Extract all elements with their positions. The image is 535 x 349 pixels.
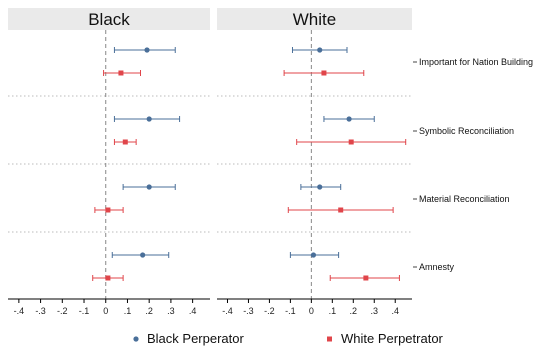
- row-labels: Important for Nation Building Symbolic Re…: [413, 57, 533, 272]
- point-estimate: [348, 139, 354, 145]
- row-label: Important for Nation Building: [419, 57, 533, 67]
- point-estimate: [118, 70, 124, 76]
- panel-header: [8, 8, 210, 30]
- legend-marker: [327, 336, 332, 342]
- legend-label: Black Perperator: [147, 331, 244, 346]
- x-tick-label: -.3: [243, 306, 254, 316]
- row-label: Amnesty: [419, 262, 455, 272]
- point-estimate: [105, 207, 111, 213]
- x-tick-label: -.4: [222, 306, 233, 316]
- row-label: Symbolic Reconciliation: [419, 126, 514, 136]
- x-tick-label: .4: [189, 306, 197, 316]
- x-tick-label: -.1: [285, 306, 296, 316]
- point-estimate: [317, 184, 323, 190]
- panel-black: Black -.4 -.3 -.2 -.1 0 .1 .2 .3 .4: [8, 8, 210, 316]
- legend: Black Perperator White Perpetrator: [133, 331, 444, 346]
- panel-title: White: [293, 10, 336, 29]
- x-tick-label: .1: [124, 306, 132, 316]
- x-tick-label: -.2: [57, 306, 68, 316]
- row-label: Material Reconciliation: [419, 194, 510, 204]
- legend-marker: [133, 336, 139, 342]
- x-tick-label: 0: [103, 306, 108, 316]
- x-tick-label: .3: [371, 306, 379, 316]
- point-estimate: [338, 207, 344, 213]
- x-tick-label: -.2: [264, 306, 275, 316]
- point-estimate: [363, 275, 369, 281]
- point-estimate: [144, 47, 150, 53]
- point-estimate: [310, 252, 317, 258]
- point-estimate: [105, 275, 111, 281]
- x-tick-label: .2: [350, 306, 358, 316]
- legend-label: White Perpetrator: [341, 331, 444, 346]
- x-tick-label: 0: [309, 306, 314, 316]
- x-tick-label: .1: [329, 306, 337, 316]
- panel-white: White -.4 -.3 -.2 -.1 0 .1 .2 .3 .4: [217, 8, 412, 316]
- point-estimate: [346, 116, 352, 122]
- point-estimate: [321, 70, 327, 76]
- x-tick-label: .3: [167, 306, 175, 316]
- x-tick-label: -.3: [35, 306, 46, 316]
- panel-title: Black: [88, 10, 130, 29]
- x-tick-label: -.1: [79, 306, 90, 316]
- point-estimate: [146, 116, 152, 122]
- x-tick-label: .2: [145, 306, 153, 316]
- x-tick-label: .4: [391, 306, 399, 316]
- panels-layer: Black -.4 -.3 -.2 -.1 0 .1 .2 .3 .4 White -.4 -.3 -.2…: [8, 8, 412, 316]
- x-tick-label: -.4: [14, 306, 25, 316]
- point-estimate: [146, 184, 152, 190]
- point-estimate: [140, 252, 146, 258]
- panel-header: [217, 8, 412, 30]
- point-estimate: [122, 139, 128, 145]
- point-estimate: [317, 47, 323, 53]
